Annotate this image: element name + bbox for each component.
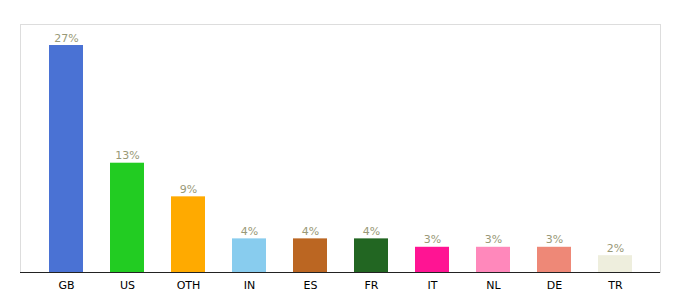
svg-text:ES: ES — [304, 279, 318, 292]
svg-text:TR: TR — [607, 279, 623, 292]
svg-text:27%: 27% — [54, 32, 78, 45]
svg-text:OTH: OTH — [177, 279, 201, 292]
svg-text:NL: NL — [486, 279, 501, 292]
svg-text:3%: 3% — [424, 233, 441, 246]
svg-text:3%: 3% — [546, 233, 563, 246]
svg-text:IN: IN — [244, 279, 255, 292]
svg-text:IT: IT — [428, 279, 438, 292]
svg-text:3%: 3% — [485, 233, 502, 246]
svg-text:4%: 4% — [363, 225, 380, 238]
svg-text:2%: 2% — [607, 242, 624, 255]
svg-text:GB: GB — [58, 279, 74, 292]
svg-text:4%: 4% — [241, 225, 258, 238]
svg-text:US: US — [120, 279, 135, 292]
svg-text:DE: DE — [547, 279, 562, 292]
svg-text:9%: 9% — [180, 183, 197, 196]
svg-text:4%: 4% — [302, 225, 319, 238]
svg-text:FR: FR — [365, 279, 379, 292]
svg-text:13%: 13% — [115, 149, 139, 162]
